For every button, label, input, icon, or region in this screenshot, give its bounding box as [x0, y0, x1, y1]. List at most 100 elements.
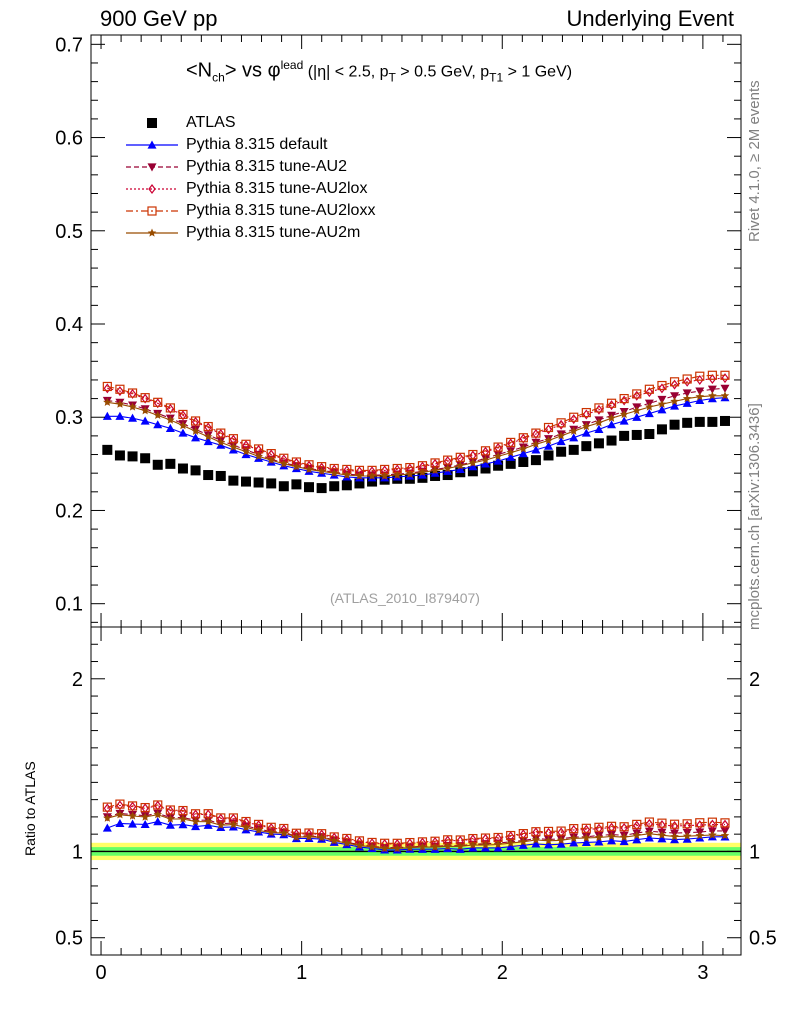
- ratio-point: [657, 830, 667, 839]
- data-point: [480, 459, 490, 468]
- ratio-point: [556, 835, 566, 844]
- data-point: [708, 374, 717, 385]
- ratio-y-tick-label: 2: [72, 669, 83, 691]
- ratio-point: [493, 840, 503, 849]
- data-point: [442, 470, 453, 481]
- main-y-tick-label: 0.3: [55, 407, 83, 429]
- ratio-point: [102, 802, 112, 812]
- data-point: [304, 482, 315, 493]
- ratio-line: [107, 803, 726, 844]
- legend-symbol: [147, 163, 157, 172]
- data-point: [493, 456, 503, 465]
- data-point: [152, 459, 163, 470]
- data-point: [103, 397, 112, 406]
- data-point: [518, 449, 528, 458]
- data-point: [140, 393, 150, 403]
- data-point: [317, 466, 326, 475]
- ratio-point: [607, 831, 616, 840]
- title-cuts-mid: > 0.5 GeV, p: [395, 63, 490, 81]
- ratio-point: [165, 820, 175, 829]
- data-point: [191, 426, 200, 435]
- ratio-y-tick-label-right: 1: [749, 841, 760, 863]
- ratio-point: [317, 833, 326, 842]
- ratio-point: [556, 839, 566, 848]
- ratio-point: [619, 822, 629, 832]
- data-point: [177, 463, 188, 474]
- data-point: [228, 475, 239, 486]
- data-point: [279, 459, 289, 468]
- data-point: [594, 424, 604, 433]
- data-point: [707, 394, 717, 403]
- data-point: [393, 470, 402, 479]
- ratio-point: [367, 842, 377, 851]
- data-point: [644, 409, 654, 418]
- legend-label: Pythia 8.315 tune-AU2: [186, 158, 347, 175]
- ratio-point: [178, 805, 188, 816]
- ratio-point: [632, 830, 641, 840]
- data-point: [682, 398, 692, 407]
- ratio-y-tick-label: 0.5: [55, 928, 83, 950]
- data-point: [695, 395, 705, 405]
- data-point: [493, 460, 504, 471]
- data-point: [140, 416, 150, 425]
- data-point: [178, 421, 188, 430]
- data-point: [468, 458, 478, 467]
- legend-marker: [126, 184, 178, 194]
- ratio-point: [191, 822, 201, 831]
- ratio-point: [708, 830, 717, 839]
- data-point: [669, 419, 680, 430]
- data-point: [480, 463, 491, 474]
- ratio-point: [582, 833, 591, 842]
- data-point: [657, 399, 667, 408]
- data-point: [719, 415, 730, 426]
- ratio-point: [456, 841, 465, 850]
- data-point: [619, 416, 629, 425]
- ratio-point: [216, 820, 226, 829]
- data-point: [203, 470, 214, 481]
- ratio-point: [279, 828, 289, 837]
- data-point: [253, 477, 264, 488]
- data-point: [405, 469, 415, 478]
- data-point: [569, 433, 579, 442]
- ratio-point: [128, 811, 137, 820]
- data-point: [481, 455, 490, 464]
- data-point: [266, 455, 276, 464]
- ratio-point: [266, 828, 276, 837]
- ratio-point: [329, 836, 339, 845]
- data-point: [682, 374, 692, 384]
- ratio-band-layer: [91, 842, 741, 861]
- ratio-point: [140, 802, 150, 813]
- data-point: [531, 428, 541, 438]
- data-point: [707, 370, 717, 380]
- ratio-point: [304, 832, 314, 841]
- data-point: [254, 451, 263, 460]
- title-cuts-post: > 1 GeV): [503, 63, 573, 81]
- data-point: [695, 387, 705, 396]
- data-point: [632, 406, 641, 415]
- data-point: [367, 476, 378, 487]
- data-point: [720, 370, 730, 380]
- plot-title: <Nch> vs φlead (|η| < 2.5, pT > 0.5 GeV,…: [186, 58, 572, 85]
- ratio-point: [606, 821, 617, 831]
- analysis-id-label: (ATLAS_2010_I879407): [330, 590, 480, 606]
- data-point: [682, 394, 692, 403]
- data-point: [644, 429, 655, 440]
- data-point: [581, 407, 591, 418]
- data-point: [241, 447, 251, 456]
- data-point: [102, 381, 112, 392]
- ratio-point: [166, 814, 175, 823]
- data-point: [682, 389, 692, 398]
- data-point: [607, 400, 616, 411]
- ratio-point: [506, 838, 515, 847]
- ratio-point: [619, 837, 629, 846]
- ratio-point: [519, 837, 528, 846]
- ratio-point: [644, 817, 654, 827]
- data-point: [304, 464, 314, 474]
- ratio-point: [165, 805, 175, 815]
- data-point: [367, 471, 377, 480]
- data-point: [645, 402, 654, 411]
- data-point: [443, 464, 452, 473]
- data-point: [430, 465, 440, 474]
- legend-marker: [126, 228, 178, 237]
- data-point: [342, 470, 352, 479]
